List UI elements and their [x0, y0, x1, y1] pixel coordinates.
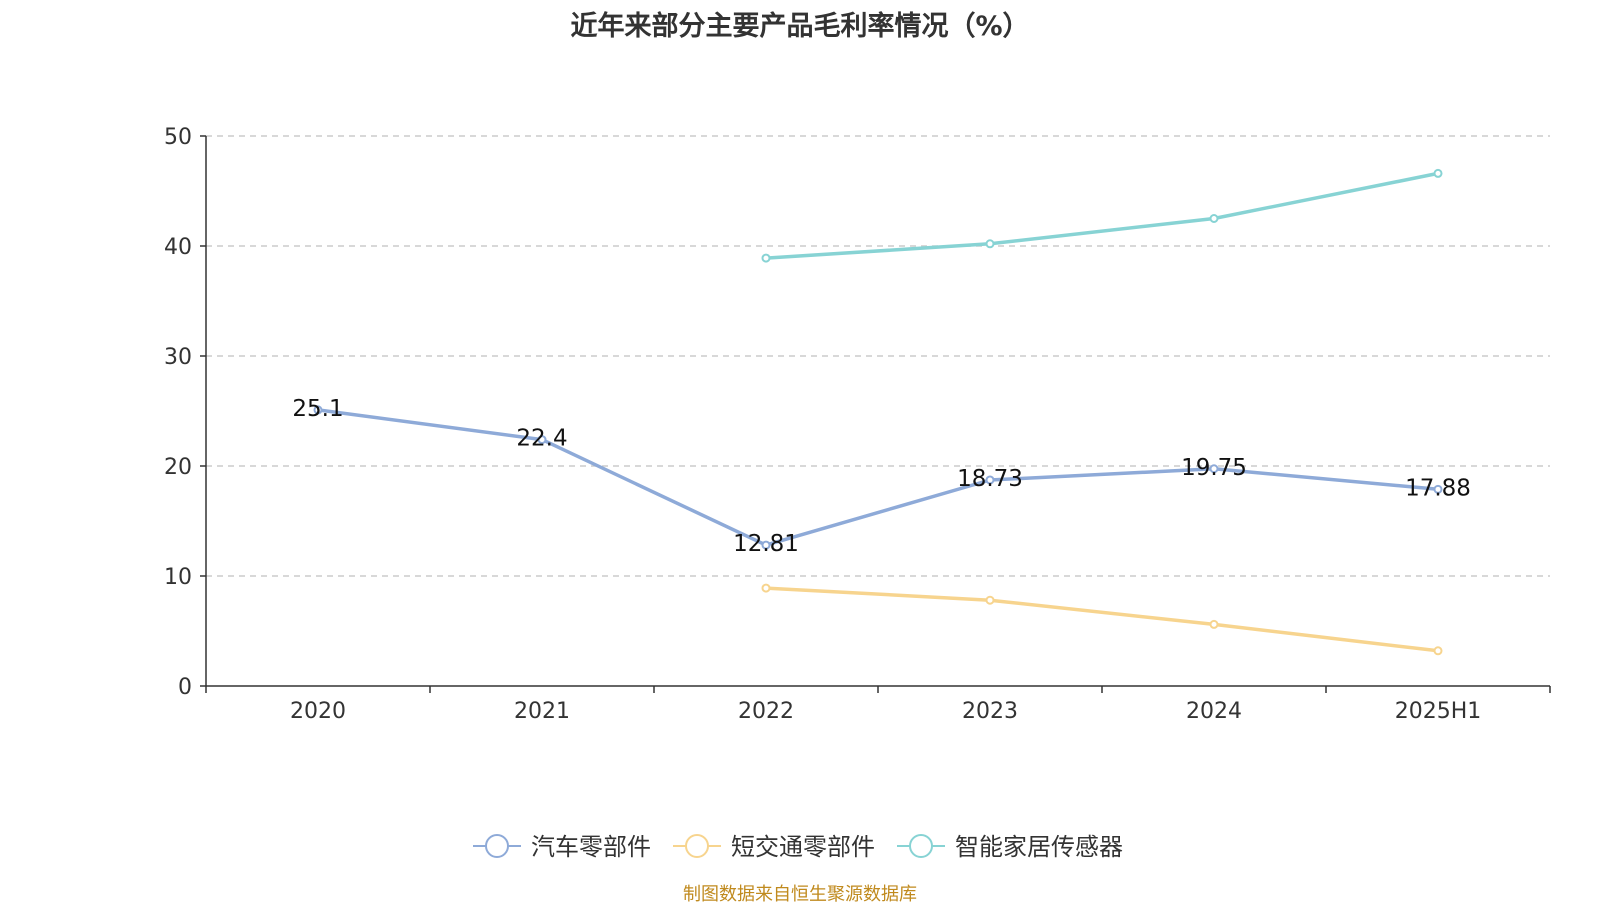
legend-label: 智能家居传感器 — [955, 833, 1123, 861]
data-point — [537, 435, 547, 445]
data-label: 18.73 — [957, 466, 1023, 492]
x-tick-label: 2024 — [1186, 699, 1242, 724]
data-point — [1209, 464, 1219, 474]
x-tick-label: 2023 — [962, 699, 1018, 724]
y-tick-label: 40 — [164, 235, 192, 260]
legend-item[interactable]: 短交通零部件 — [673, 833, 875, 861]
series-line — [765, 171, 1439, 260]
legend-marker — [485, 834, 509, 858]
data-point — [761, 540, 771, 550]
data-label: 12.81 — [733, 531, 799, 557]
legend-label: 汽车零部件 — [531, 833, 651, 861]
series-line — [765, 586, 1439, 653]
data-point — [1433, 484, 1443, 494]
legend-marker — [685, 834, 709, 858]
x-tick-label: 2021 — [514, 699, 570, 724]
series-lines — [313, 168, 1443, 656]
line-chart: 0 10 20 30 40 50 2020 2021 2022 2023 2024 2025H1 25… — [164, 125, 1551, 861]
data-point — [985, 595, 995, 605]
y-tick-label: 30 — [164, 345, 192, 370]
y-tick-label: 50 — [164, 125, 192, 150]
axes: 0 10 20 30 40 50 2020 2021 2022 2023 2024 2025H1 — [164, 125, 1551, 724]
data-label: 19.75 — [1181, 455, 1247, 481]
series-line — [317, 408, 1439, 547]
y-tick-label: 0 — [178, 675, 192, 700]
y-tick-label: 20 — [164, 455, 192, 480]
data-point — [985, 239, 995, 249]
data-point — [985, 475, 995, 485]
legend-marker — [909, 834, 933, 858]
x-tick-label: 2022 — [738, 699, 794, 724]
data-point — [761, 253, 771, 263]
y-tick-label: 10 — [164, 565, 192, 590]
source-note: 制图数据来自恒生聚源数据库 — [683, 884, 917, 905]
data-point — [1209, 619, 1219, 629]
legend-item[interactable]: 智能家居传感器 — [897, 833, 1123, 861]
data-point — [1209, 214, 1219, 223]
legend-item[interactable]: 汽车零部件 — [473, 833, 651, 861]
x-tick-label: 2020 — [290, 699, 346, 724]
data-label: 22.4 — [516, 426, 567, 452]
data-labels: 25.1 22.4 12.81 18.73 19.75 17.88 — [292, 396, 1471, 557]
x-tick-label: 2025H1 — [1395, 699, 1482, 724]
data-point — [1433, 646, 1443, 656]
legend-label: 短交通零部件 — [731, 833, 875, 861]
data-label: 17.88 — [1405, 475, 1471, 501]
chart-title: 近年来部分主要产品毛利率情况（%） — [570, 11, 1030, 42]
data-point — [761, 583, 771, 593]
gridlines — [206, 135, 1550, 577]
legend[interactable]: 汽车零部件 短交通零部件 智能家居传感器 — [473, 833, 1123, 861]
data-point — [1433, 168, 1443, 178]
data-label: 25.1 — [292, 396, 343, 422]
data-point — [313, 405, 323, 415]
